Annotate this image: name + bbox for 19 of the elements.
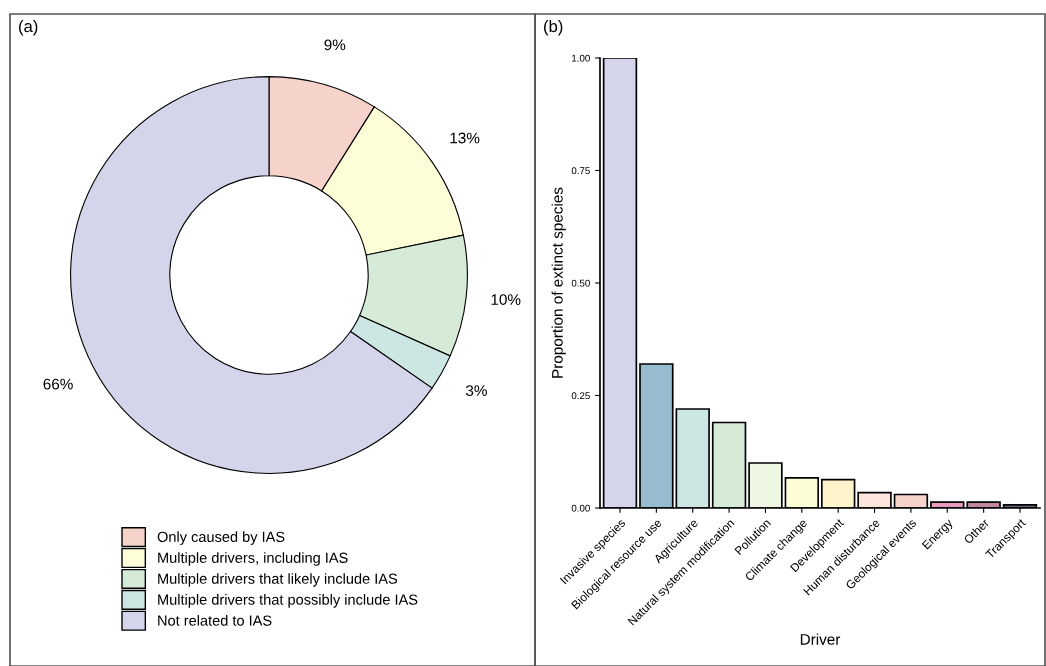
y-tick-label: 1.00 (572, 54, 590, 62)
data-label: 13% (450, 132, 480, 144)
legend-label: Multiple drivers that possibly include IAS (158, 594, 418, 608)
y-tick-label: 0.00 (571, 504, 590, 512)
chart-title: (a) (19, 19, 38, 36)
y-tick-label: 0.50 (571, 279, 590, 287)
data-label: 9% (324, 39, 346, 51)
data-label: 3% (465, 385, 487, 396)
legend-label: Multiple drivers that likely include IAS (158, 573, 398, 587)
y-tick-label: 0.25 (571, 392, 590, 400)
x-axis-title: Driver (800, 633, 841, 645)
chart-title: (b) (544, 19, 563, 36)
y-axis-title: Proportion of extinct species (551, 187, 566, 378)
data-label: 66% (43, 378, 73, 390)
y-tick-label: 0.75 (571, 167, 590, 175)
legend-label: Not related to IAS (158, 615, 272, 626)
legend-label: Only caused by IAS (157, 531, 285, 545)
legend-label: Multiple drivers, including IAS (158, 552, 348, 566)
data-label: 10% (491, 294, 521, 305)
